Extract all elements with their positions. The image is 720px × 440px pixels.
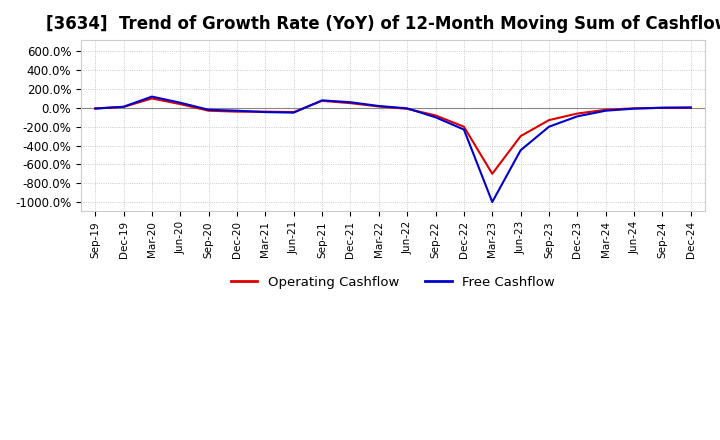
Free Cashflow <box>573 114 582 119</box>
Operating Cashflow <box>630 106 639 111</box>
Operating Cashflow <box>148 96 156 101</box>
Operating Cashflow <box>459 124 468 129</box>
Free Cashflow <box>176 100 184 105</box>
Free Cashflow <box>488 199 497 205</box>
Free Cashflow <box>431 115 440 120</box>
Free Cashflow <box>630 106 639 111</box>
Free Cashflow <box>148 94 156 99</box>
Free Cashflow <box>204 107 213 112</box>
Free Cashflow <box>516 147 525 153</box>
Operating Cashflow <box>204 108 213 114</box>
Free Cashflow <box>120 104 128 110</box>
Operating Cashflow <box>573 111 582 116</box>
Operating Cashflow <box>346 100 355 106</box>
Operating Cashflow <box>658 105 667 110</box>
Operating Cashflow <box>516 133 525 139</box>
Operating Cashflow <box>431 113 440 118</box>
Operating Cashflow <box>488 171 497 176</box>
Operating Cashflow <box>403 106 412 111</box>
Free Cashflow <box>289 110 298 115</box>
Line: Operating Cashflow: Operating Cashflow <box>95 99 690 174</box>
Operating Cashflow <box>544 117 553 123</box>
Free Cashflow <box>346 99 355 105</box>
Free Cashflow <box>91 106 99 111</box>
Free Cashflow <box>261 110 270 115</box>
Free Cashflow <box>374 103 383 109</box>
Legend: Operating Cashflow, Free Cashflow: Operating Cashflow, Free Cashflow <box>225 270 560 294</box>
Free Cashflow <box>686 105 695 110</box>
Operating Cashflow <box>233 109 241 114</box>
Title: [3634]  Trend of Growth Rate (YoY) of 12-Month Moving Sum of Cashflows: [3634] Trend of Growth Rate (YoY) of 12-… <box>46 15 720 33</box>
Operating Cashflow <box>318 98 326 103</box>
Operating Cashflow <box>601 107 610 112</box>
Operating Cashflow <box>120 104 128 110</box>
Operating Cashflow <box>261 109 270 114</box>
Operating Cashflow <box>289 110 298 115</box>
Operating Cashflow <box>686 105 695 110</box>
Free Cashflow <box>658 105 667 110</box>
Free Cashflow <box>233 108 241 114</box>
Operating Cashflow <box>91 106 99 111</box>
Operating Cashflow <box>374 104 383 109</box>
Free Cashflow <box>601 108 610 114</box>
Line: Free Cashflow: Free Cashflow <box>95 97 690 202</box>
Free Cashflow <box>459 127 468 132</box>
Free Cashflow <box>318 98 326 103</box>
Operating Cashflow <box>176 102 184 107</box>
Free Cashflow <box>403 106 412 111</box>
Free Cashflow <box>544 124 553 129</box>
